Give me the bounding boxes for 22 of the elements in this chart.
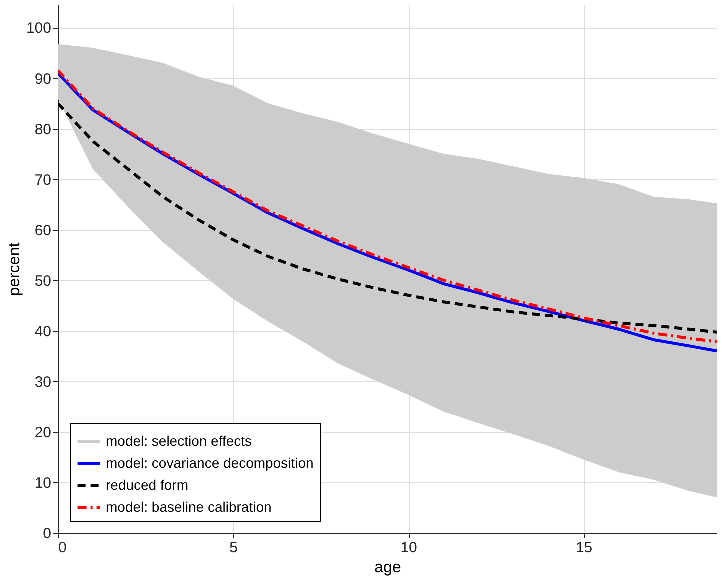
y-tick-label: 0 <box>43 526 52 542</box>
y-tick-label: 10 <box>34 474 52 492</box>
y-tick-label: 20 <box>34 424 52 442</box>
y-tick-label: 80 <box>34 121 52 138</box>
legend-label: model: selection effects <box>106 433 252 449</box>
legend-label: model: covariance decomposition <box>106 455 314 471</box>
x-tick-label: 10 <box>400 540 418 556</box>
legend-label: reduced form <box>106 477 188 493</box>
y-tick-label: 50 <box>34 272 52 290</box>
line-series <box>58 102 717 334</box>
y-tick-label: 70 <box>34 172 52 189</box>
y-tick-label: 40 <box>34 323 52 340</box>
y-axis-title: percent <box>6 242 24 296</box>
x-tick-label: 5 <box>230 540 238 556</box>
y-tick-label: 100 <box>26 20 52 38</box>
x-tick-label: 0 <box>58 540 67 556</box>
y-tick-label: 60 <box>34 222 52 240</box>
y-tick-label: 90 <box>34 70 52 88</box>
x-tick-label: 15 <box>576 540 593 556</box>
legend-label: model: baseline calibration <box>106 499 272 515</box>
x-axis-title: age <box>374 560 402 576</box>
y-tick-label: 30 <box>34 374 52 391</box>
